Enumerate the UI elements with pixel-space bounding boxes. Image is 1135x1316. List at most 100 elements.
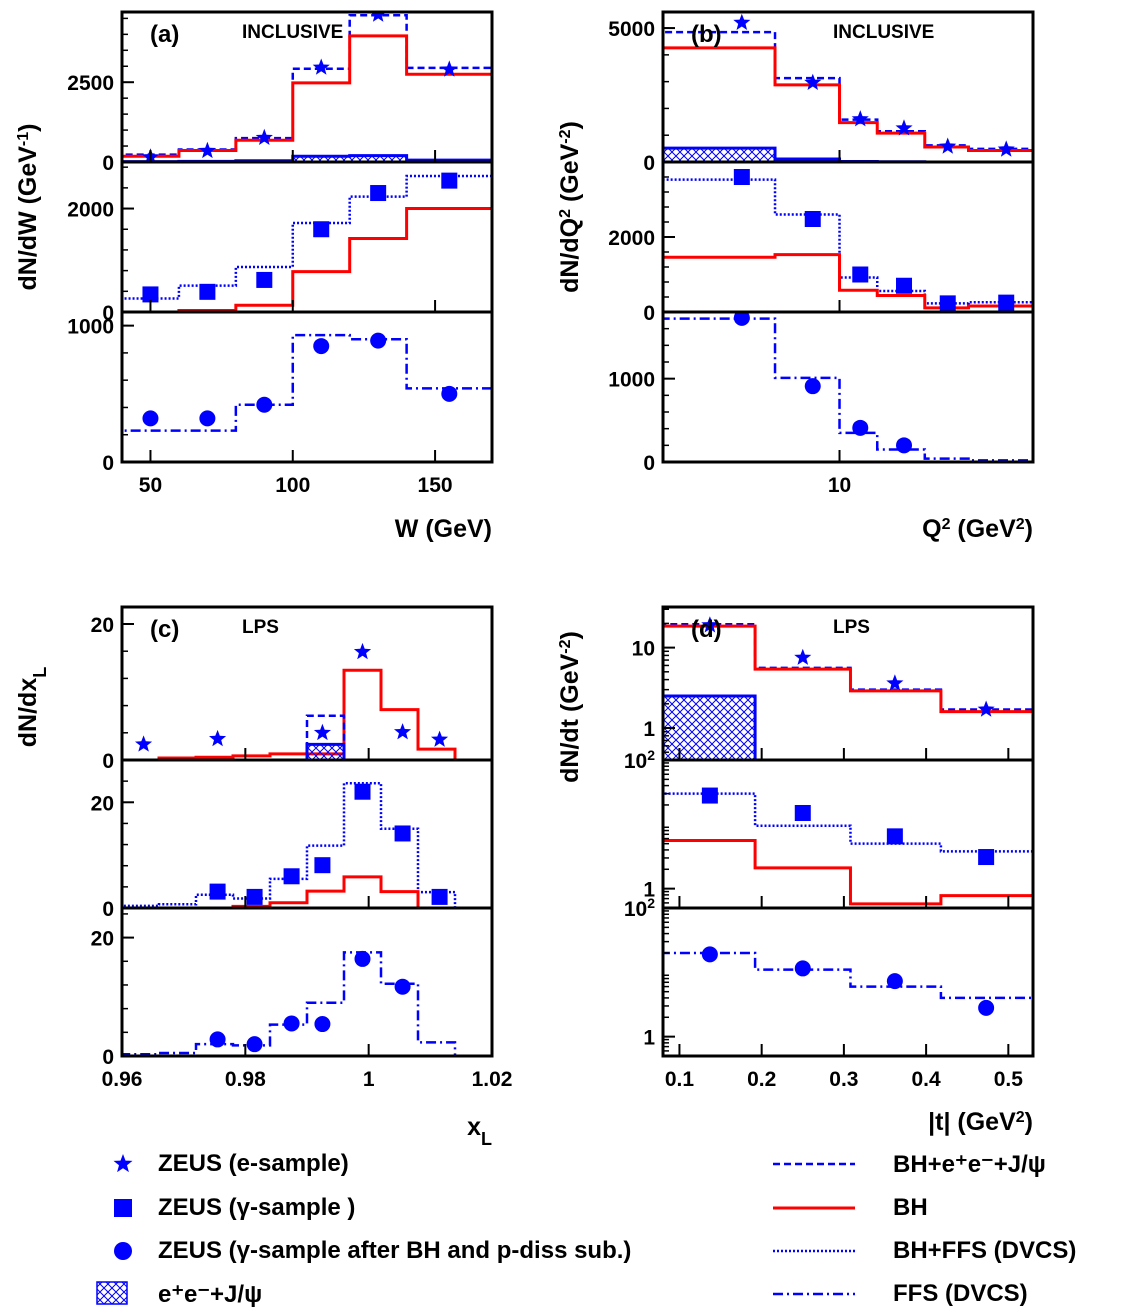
point-star [369, 12, 387, 22]
point-square [733, 169, 750, 185]
y-tick-label: 0 [102, 152, 114, 175]
point-circle [896, 437, 913, 454]
legend-marker-hatched [96, 1281, 128, 1305]
point-circle [142, 410, 159, 427]
point-star [997, 140, 1015, 157]
frame [120, 310, 494, 464]
point-circle [804, 378, 821, 395]
hist-dotted [663, 178, 1033, 312]
point-square [886, 828, 903, 845]
plot-area [663, 946, 1033, 1056]
row-3: 0 1000 [608, 310, 1035, 475]
point-square [939, 295, 956, 312]
point-circle [394, 978, 411, 995]
y-tick-label: 1 [643, 1027, 655, 1050]
point-square [794, 804, 811, 821]
point-square [354, 783, 371, 800]
hist-dotted [663, 792, 1033, 908]
panel-label: (a) [150, 21, 179, 48]
point-circle [313, 338, 330, 355]
panel-label: (b) [691, 21, 722, 48]
y-axis-title: dN/dW (GeV-1) [14, 124, 42, 291]
point-star [313, 723, 331, 741]
y-tick-label: 0 [102, 1046, 114, 1069]
panel-tag: INCLUSIVE [242, 22, 343, 43]
point-circle [246, 1036, 263, 1053]
y-tick-label: 2000 [67, 199, 114, 222]
row-2: 1 102 [624, 747, 1035, 910]
hist-dotted [122, 174, 492, 312]
point-square [701, 787, 718, 804]
point-circle [441, 385, 458, 402]
x-axis-title: xL [467, 1113, 492, 1149]
y-tick-label: 20 [91, 792, 114, 815]
plot-area [663, 616, 1033, 760]
point-star [353, 642, 372, 660]
frame [661, 310, 1035, 464]
point-star [895, 119, 913, 136]
point-square [431, 888, 448, 905]
point-circle [733, 312, 750, 326]
panel-b: 0 5000 0 2000 0 1000 10 (b) INCLUSIVE Q2 (GeV2) dN… [556, 10, 1035, 543]
row-2: 0 2000 [67, 160, 494, 325]
point-circle [209, 1031, 226, 1048]
x-axis-title: |t| (GeV2) [928, 1108, 1033, 1136]
point-star [977, 700, 995, 717]
panel-tag: INCLUSIVE [833, 22, 934, 43]
x-tick-label: 0.4 [912, 1068, 942, 1091]
hist-solid [663, 253, 1033, 312]
panel-label: (d) [691, 616, 722, 643]
point-square [370, 185, 387, 202]
y-tick-label: 1 [643, 718, 655, 741]
plot-area [663, 312, 1033, 462]
y-tick-label: 20 [91, 614, 114, 637]
y-tick-label: 1 [643, 879, 655, 902]
plot-area [663, 169, 1033, 312]
point-square [804, 211, 821, 227]
x-tick-label: 1 [363, 1068, 375, 1091]
y-tick-label: 0 [102, 898, 114, 921]
panel-label: (c) [150, 616, 179, 643]
point-square [852, 266, 869, 283]
y-axis-title: dN/dxL [14, 667, 50, 747]
plot-area [122, 172, 492, 312]
point-square [246, 888, 263, 905]
plot-area [135, 642, 457, 760]
point-square [394, 825, 411, 842]
y-tick-label: 2000 [608, 227, 655, 250]
point-star [209, 729, 227, 747]
point-circle [701, 946, 718, 963]
y-tick-label: 2500 [67, 72, 114, 95]
point-circle [283, 1015, 300, 1032]
point-circle [978, 999, 995, 1016]
legend-marker-square [114, 1199, 132, 1217]
point-square [199, 283, 216, 300]
point-star [431, 730, 449, 747]
plot-area [663, 787, 1033, 908]
point-circle [354, 950, 371, 967]
hist-dashdot [663, 951, 1033, 1056]
x-tick-label: 0.1 [665, 1068, 695, 1091]
point-star [135, 735, 153, 752]
y-tick-label: 1000 [67, 316, 114, 339]
y-tick-label: 102 [624, 895, 655, 921]
x-tick-label: 0.3 [829, 1068, 858, 1091]
point-star [886, 674, 904, 691]
hist-solid [122, 207, 492, 312]
y-tick-label: 5000 [608, 18, 655, 41]
y-axis-title: dN/dt (GeV-2) [556, 631, 584, 783]
row-2: 0 2000 [608, 160, 1035, 325]
frame [120, 758, 494, 910]
point-circle [852, 419, 869, 436]
hist-hatched [305, 742, 346, 760]
legend-marker-circle [114, 1242, 132, 1260]
point-star [794, 648, 812, 665]
point-square [998, 294, 1015, 311]
panel-tag: LPS [833, 617, 870, 638]
frame [661, 906, 1035, 1058]
point-square [313, 221, 330, 238]
hist-dashdot [122, 951, 457, 1056]
point-star [440, 60, 458, 77]
